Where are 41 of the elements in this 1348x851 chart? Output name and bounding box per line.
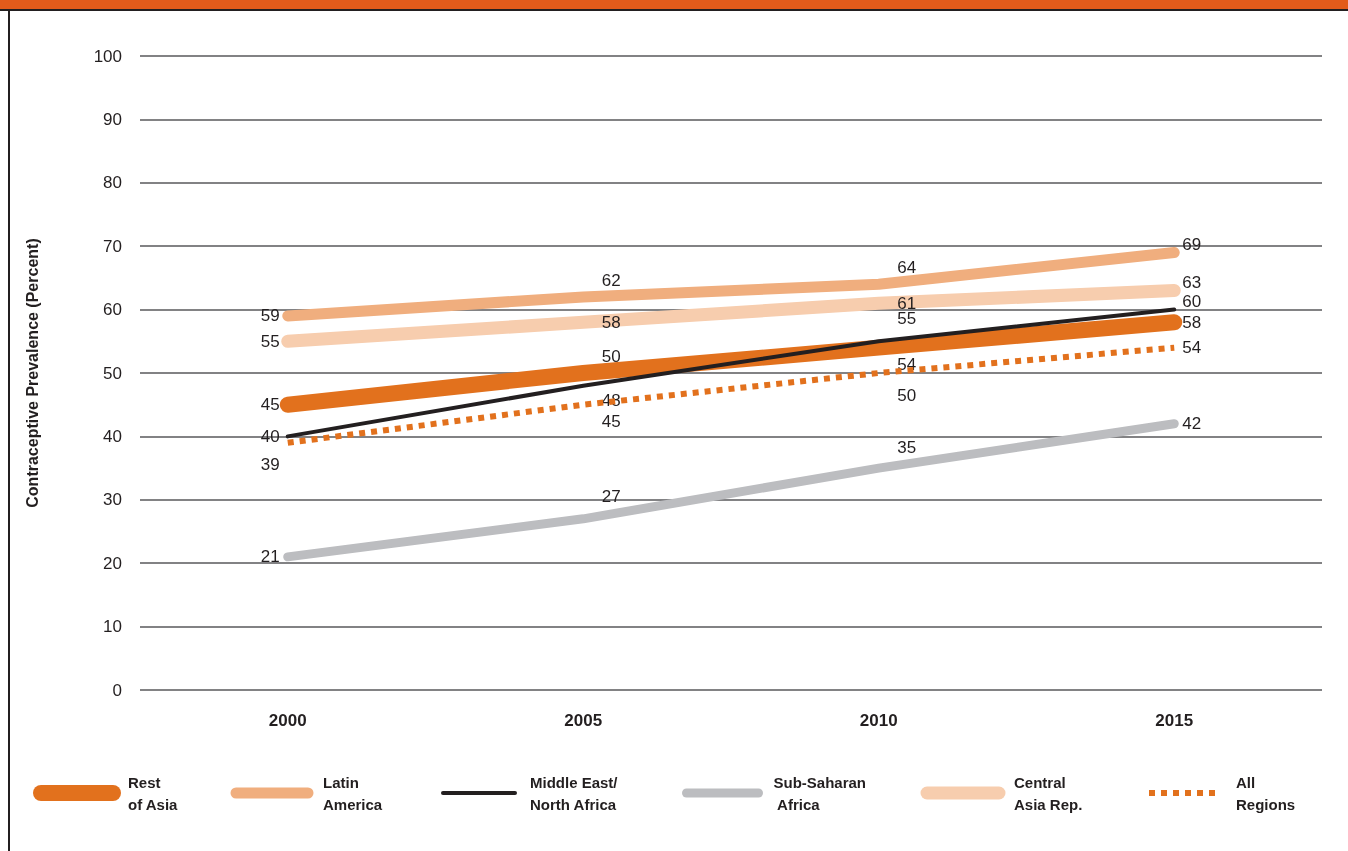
legend-label: Sub-Saharan Africa [773,773,867,813]
y-tick-label: 50 [103,363,122,383]
data-label: 62 [601,270,621,290]
data-label: 64 [897,258,917,278]
data-label: 55 [260,331,280,351]
legend-label: Central Asia Rep. [1014,773,1083,813]
legend-label: All Regions [1236,773,1296,813]
data-label: 45 [260,395,280,415]
x-tick-label: 2000 [268,711,307,730]
y-tick-label: 100 [93,46,122,66]
y-tick-label: 60 [103,300,122,320]
y-tick-label: 10 [103,617,122,637]
y-tick-label: 70 [103,236,122,256]
x-tick-label: 2015 [1155,711,1194,730]
data-label: 54 [1182,338,1202,358]
data-label: 35 [897,438,917,458]
y-tick-label: 90 [103,109,122,129]
legend-label: Latin America [323,773,383,813]
legend-label: Middle East/North Africa [530,773,619,813]
data-label: 58 [601,312,621,332]
data-label: 42 [1182,414,1202,434]
data-label: 59 [260,306,280,326]
y-tick-label: 0 [112,680,122,700]
data-label: 50 [897,386,917,405]
data-label: 45 [601,411,621,431]
data-label: 39 [260,455,280,475]
x-tick-label: 2010 [859,711,898,730]
data-label: 58 [1182,312,1202,332]
y-tick-label: 40 [103,426,122,446]
x-tick-label: 2005 [564,711,603,730]
line-series [285,307,1177,439]
legend-label: Rest of Asia [128,773,179,813]
data-label: 50 [601,347,621,366]
y-tick-label: 80 [103,173,122,193]
y-tick-label: 20 [103,553,122,573]
data-label: 54 [897,354,917,374]
y-axis-title: Contraceptive Prevalence (Percent) [23,238,41,508]
data-label: 21 [260,547,280,567]
data-label: 60 [1182,292,1202,312]
y-tick-label: 30 [103,490,122,510]
data-label: 63 [1182,273,1202,293]
